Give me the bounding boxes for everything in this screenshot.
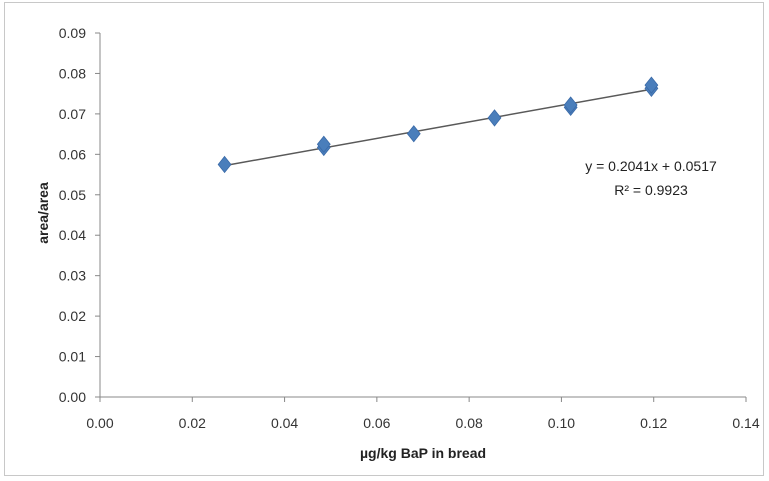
x-tick-label: 0.12 bbox=[640, 415, 667, 431]
axes bbox=[99, 33, 746, 398]
x-tick-label: 0.04 bbox=[271, 415, 298, 431]
y-tick-label: 0.02 bbox=[59, 308, 86, 324]
x-tick-label: 0.08 bbox=[456, 415, 483, 431]
y-axis-title: area/area bbox=[35, 182, 51, 244]
y-tick-label: 0.08 bbox=[59, 65, 86, 81]
trendline-r-squared: R² = 0.9923 bbox=[614, 182, 688, 198]
data-point bbox=[563, 96, 578, 114]
y-tick-label: 0.00 bbox=[59, 389, 86, 405]
data-points bbox=[217, 76, 659, 174]
x-axis-title: µg/kg BaP in bread bbox=[360, 445, 486, 461]
y-tick-label: 0.06 bbox=[59, 146, 86, 162]
data-point bbox=[644, 76, 659, 94]
x-tick-label: 0.06 bbox=[363, 415, 390, 431]
trendline-group bbox=[224, 88, 652, 167]
trendline bbox=[224, 88, 652, 167]
data-point bbox=[406, 125, 421, 143]
x-tick-label: 0.00 bbox=[86, 415, 113, 431]
x-tick-label: 0.14 bbox=[732, 415, 759, 431]
data-point bbox=[316, 135, 331, 153]
x-tick-labels: 0.00 0.02 0.04 0.06 0.08 0.10 0.12 0.14 bbox=[86, 397, 760, 431]
y-tick-label: 0.07 bbox=[59, 106, 86, 122]
trendline-equation: y = 0.2041x + 0.0517 bbox=[585, 158, 717, 174]
data-point bbox=[487, 109, 502, 127]
y-tick-label: 0.04 bbox=[59, 227, 86, 243]
y-tick-label: 0.05 bbox=[59, 187, 86, 203]
y-tick-label: 0.09 bbox=[59, 25, 86, 41]
x-tick-label: 0.02 bbox=[179, 415, 206, 431]
y-tick-label: 0.01 bbox=[59, 349, 86, 365]
y-tick-labels: 0.00 0.01 0.02 0.03 0.04 0.05 0.06 0.07 0.08 0.09 bbox=[59, 25, 100, 405]
data-point bbox=[217, 155, 232, 174]
y-tick-label: 0.03 bbox=[59, 268, 86, 284]
x-tick-label: 0.10 bbox=[548, 415, 575, 431]
